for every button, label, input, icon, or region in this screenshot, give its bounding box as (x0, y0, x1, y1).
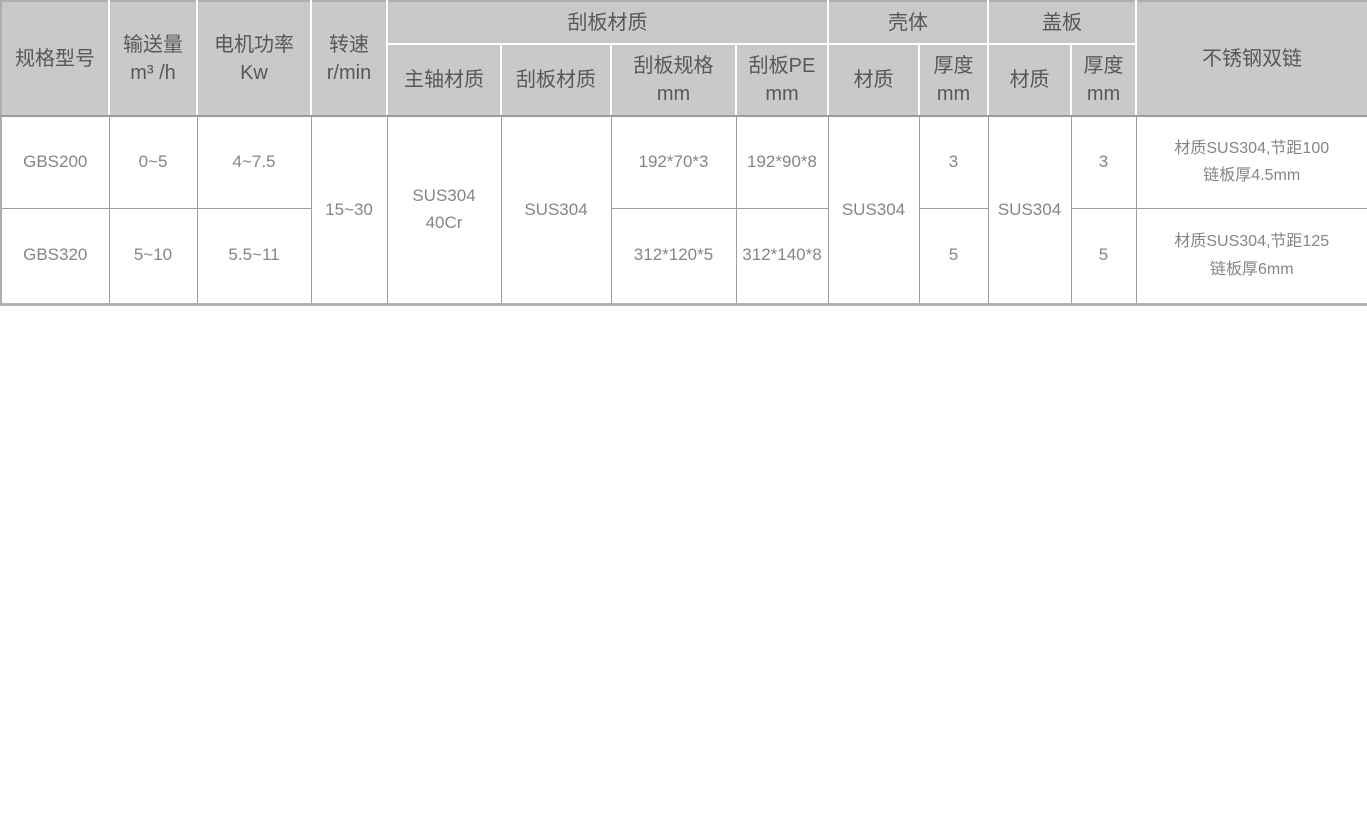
header-cover-thickness: 厚度 mm (1070, 43, 1137, 117)
header-scraper-material: 刮板材质 (500, 43, 612, 117)
header-row-group: 规格型号 输送量 m³ /h 电机功率 Kw 转速 r/min 刮板材质 壳体 … (0, 0, 1367, 117)
cell-model: GBS200 (0, 115, 110, 209)
header-row-sub: 主轴材质 刮板材质 刮板规格 mm 刮板PE mm 材质 厚度 mm 材质 厚度… (1, 43, 1367, 117)
header-motor-power: 电机功率 Kw (196, 0, 312, 117)
cell-motor-power: 4~7.5 (196, 115, 312, 209)
table-row-gbs320: GBS320 5~10 5.5~11 312*120*5 312*140*8 5… (0, 207, 1367, 306)
cell-cover-thickness: 5 (1070, 207, 1137, 306)
cell-scraper-material-merged: SUS304 (500, 115, 612, 306)
cell-capacity: 5~10 (108, 207, 198, 306)
cell-spindle-material-merged: SUS304 40Cr (386, 115, 502, 306)
header-group-shell: 壳体 (827, 0, 989, 45)
cell-cover-thickness: 3 (1070, 115, 1137, 209)
cell-motor-power: 5.5~11 (196, 207, 312, 306)
header-cover-material: 材质 (987, 43, 1072, 117)
header-scraper-pe: 刮板PE mm (735, 43, 829, 117)
cell-shell-thickness: 3 (918, 115, 989, 209)
header-speed: 转速 r/min (310, 0, 388, 117)
cell-model: GBS320 (0, 207, 110, 306)
cell-shell-material-merged: SUS304 (827, 115, 920, 306)
header-scraper-spec: 刮板规格 mm (610, 43, 737, 117)
header-group-cover: 盖板 (987, 0, 1137, 45)
cell-scraper-spec: 312*120*5 (610, 207, 737, 306)
table-row-gbs200: GBS200 0~5 4~7.5 15~30 SUS304 40Cr SUS30… (0, 115, 1367, 306)
header-capacity: 输送量 m³ /h (108, 0, 198, 117)
header-chain: 不锈钢双链 (1135, 0, 1367, 117)
cell-scraper-pe: 312*140*8 (735, 207, 829, 306)
cell-scraper-pe: 192*90*8 (735, 115, 829, 209)
header-group-scraper: 刮板材质 (386, 0, 829, 45)
cell-capacity: 0~5 (108, 115, 198, 209)
header-shell-thickness: 厚度 mm (918, 43, 989, 117)
cell-shell-thickness: 5 (918, 207, 989, 306)
cell-speed-merged: 15~30 (310, 115, 388, 306)
header-spindle-material: 主轴材质 (386, 43, 502, 117)
cell-chain: 材质SUS304,节距125 链板厚6mm (1135, 207, 1367, 306)
header-shell-material: 材质 (827, 43, 920, 117)
cell-cover-material-merged: SUS304 (987, 115, 1072, 306)
cell-chain: 材质SUS304,节距100 链板厚4.5mm (1135, 115, 1367, 209)
cell-scraper-spec: 192*70*3 (610, 115, 737, 209)
spec-table: 规格型号 输送量 m³ /h 电机功率 Kw 转速 r/min 刮板材质 壳体 … (0, 0, 1367, 306)
header-spec-model: 规格型号 (0, 0, 110, 117)
